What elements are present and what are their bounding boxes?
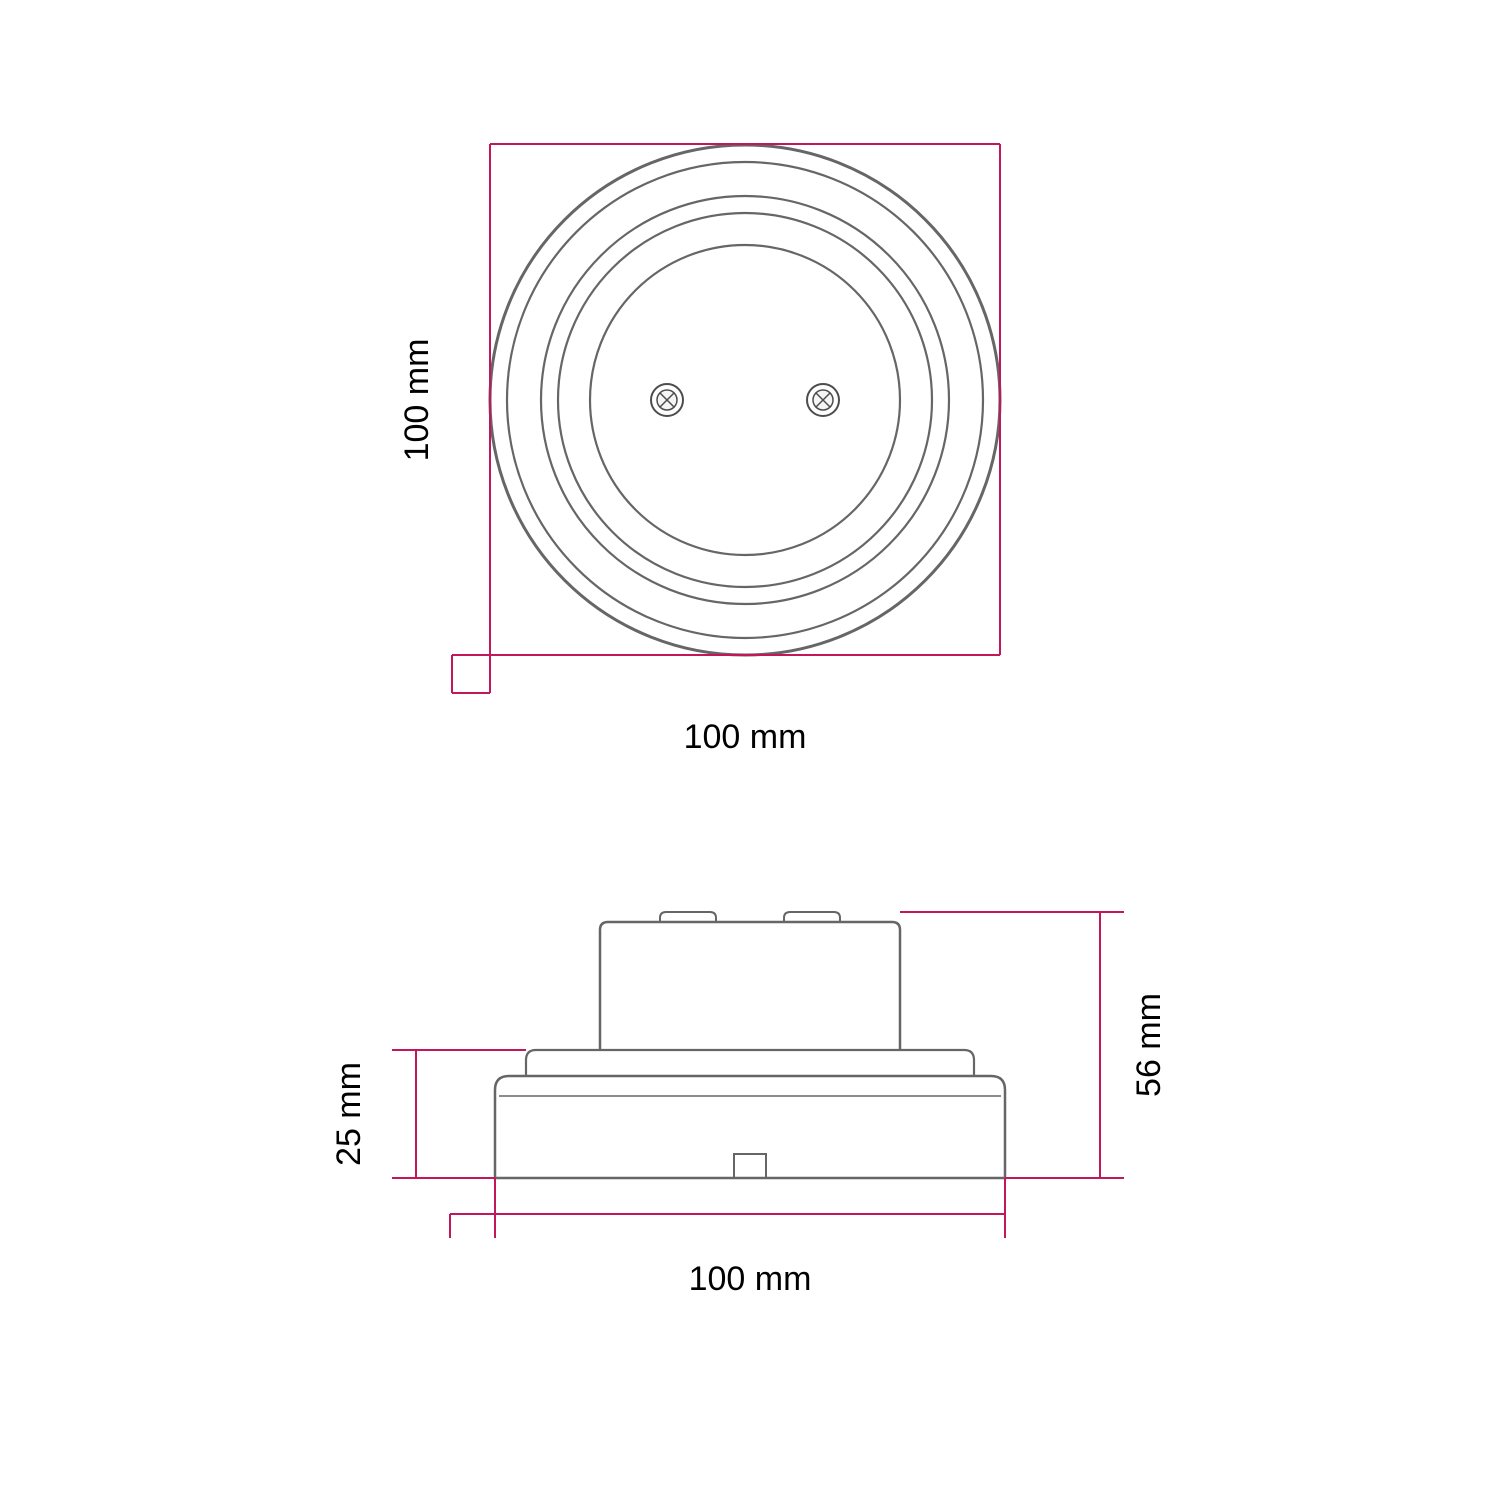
top-view-height-label: 100 mm: [398, 339, 436, 462]
side-step: [526, 1050, 974, 1076]
side-view-width-label: 100 mm: [689, 1260, 812, 1298]
side-barrel: [600, 922, 900, 1050]
side-view-base-height-label: 25 mm: [330, 1062, 368, 1166]
top-view-width-label: 100 mm: [684, 718, 807, 756]
side-base: [495, 1076, 1005, 1178]
side-view-total-height-label: 56 mm: [1130, 993, 1168, 1097]
